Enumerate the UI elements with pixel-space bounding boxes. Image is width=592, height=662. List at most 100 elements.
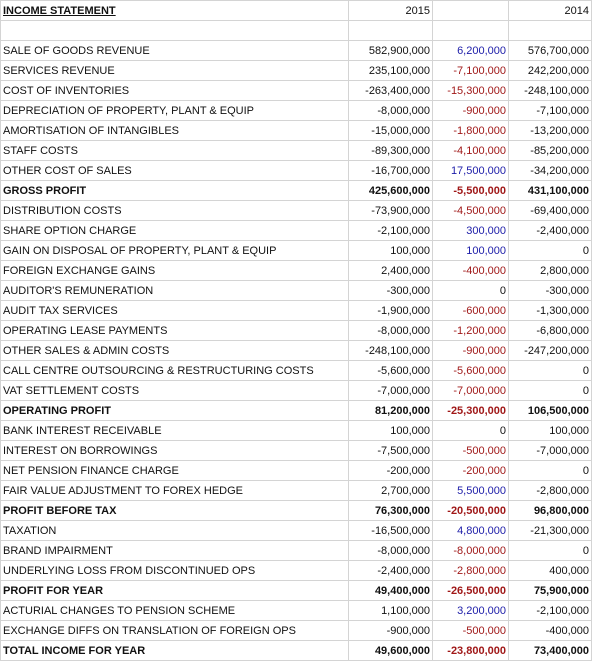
value-2015: 235,100,000 bbox=[348, 60, 433, 81]
statement-row: STAFF COSTS -89,300,000 -4,100,000 -85,200,… bbox=[0, 140, 592, 161]
change-value: -400,000 bbox=[432, 260, 509, 281]
line-item: GAIN ON DISPOSAL OF PROPERTY, PLANT & EQ… bbox=[0, 240, 349, 261]
line-item: FOREIGN EXCHANGE GAINS bbox=[0, 260, 349, 281]
line-item: AMORTISATION OF INTANGIBLES bbox=[0, 120, 349, 141]
value-2014: -7,000,000 bbox=[508, 440, 592, 461]
statement-row: AUDIT TAX SERVICES -1,900,000 -600,000 -1,3… bbox=[0, 300, 592, 321]
line-item: OPERATING LEASE PAYMENTS bbox=[0, 320, 349, 341]
statement-row: BANK INTEREST RECEIVABLE 100,000 0 100,000 bbox=[0, 420, 592, 441]
change-value: -5,500,000 bbox=[432, 180, 509, 201]
change-value: 6,200,000 bbox=[432, 40, 509, 61]
value-2014: 96,800,000 bbox=[508, 500, 592, 521]
value-2014: -85,200,000 bbox=[508, 140, 592, 161]
statement-row: OPERATING PROFIT 81,200,000 -25,300,000 106… bbox=[0, 400, 592, 421]
statement-row: UNDERLYING LOSS FROM DISCONTINUED OPS -2,… bbox=[0, 560, 592, 581]
value-2014: -400,000 bbox=[508, 620, 592, 641]
value-2015: -2,100,000 bbox=[348, 220, 433, 241]
value-2015: -248,100,000 bbox=[348, 340, 433, 361]
value-2015: -2,400,000 bbox=[348, 560, 433, 581]
value-2015: -300,000 bbox=[348, 280, 433, 301]
statement-row: VAT SETTLEMENT COSTS -7,000,000 -7,000,000… bbox=[0, 380, 592, 401]
line-item: GROSS PROFIT bbox=[0, 180, 349, 201]
statement-row: DISTRIBUTION COSTS -73,900,000 -4,500,000-… bbox=[0, 200, 592, 221]
line-item: CALL CENTRE OUTSOURCING & RESTRUCTURING … bbox=[0, 360, 349, 381]
value-2014: -2,100,000 bbox=[508, 600, 592, 621]
change-value: 3,200,000 bbox=[432, 600, 509, 621]
value-2014: -7,100,000 bbox=[508, 100, 592, 121]
line-item: STAFF COSTS bbox=[0, 140, 349, 161]
value-2014: 576,700,000 bbox=[508, 40, 592, 61]
value-2014: 75,900,000 bbox=[508, 580, 592, 601]
value-2015: -8,000,000 bbox=[348, 100, 433, 121]
statement-row: FAIR VALUE ADJUSTMENT TO FOREX HEDGE 2,70… bbox=[0, 480, 592, 501]
value-2015: 49,600,000 bbox=[348, 640, 433, 661]
value-2014: 0 bbox=[508, 380, 592, 401]
statement-row: EXCHANGE DIFFS ON TRANSLATION OF FOREIGN… bbox=[0, 620, 592, 641]
value-2015: 81,200,000 bbox=[348, 400, 433, 421]
statement-row: AMORTISATION OF INTANGIBLES -15,000,000 -1… bbox=[0, 120, 592, 141]
value-2014: 400,000 bbox=[508, 560, 592, 581]
statement-row: COST OF INVENTORIES -263,400,000 -15,300,0… bbox=[0, 80, 592, 101]
year-header: 2015 bbox=[348, 0, 433, 21]
line-item: SERVICES REVENUE bbox=[0, 60, 349, 81]
value-2015: -15,000,000 bbox=[348, 120, 433, 141]
statement-row: GAIN ON DISPOSAL OF PROPERTY, PLANT & EQ… bbox=[0, 240, 592, 261]
change-value: -900,000 bbox=[432, 340, 509, 361]
value-2014: -6,800,000 bbox=[508, 320, 592, 341]
change-value: -1,800,000 bbox=[432, 120, 509, 141]
value-2015: 425,600,000 bbox=[348, 180, 433, 201]
value-2015: 100,000 bbox=[348, 420, 433, 441]
sheet-title: INCOME STATEMENT bbox=[0, 0, 349, 21]
value-2015: 76,300,000 bbox=[348, 500, 433, 521]
value-2014: -2,800,000 bbox=[508, 480, 592, 501]
value-2015: -7,500,000 bbox=[348, 440, 433, 461]
line-item: OTHER COST OF SALES bbox=[0, 160, 349, 181]
line-item: OTHER SALES & ADMIN COSTS bbox=[0, 340, 349, 361]
value-2015: -7,000,000 bbox=[348, 380, 433, 401]
change-value: 100,000 bbox=[432, 240, 509, 261]
value-2014: 431,100,000 bbox=[508, 180, 592, 201]
change-value: 0 bbox=[432, 280, 509, 301]
statement-row: SHARE OPTION CHARGE -2,100,000 300,000 -2,4… bbox=[0, 220, 592, 241]
line-item: BANK INTEREST RECEIVABLE bbox=[0, 420, 349, 441]
value-2015: 582,900,000 bbox=[348, 40, 433, 61]
change-value: -4,500,000 bbox=[432, 200, 509, 221]
change-value: 5,500,000 bbox=[432, 480, 509, 501]
value-2015: -200,000 bbox=[348, 460, 433, 481]
change-value: -20,500,000 bbox=[432, 500, 509, 521]
value-2014: -69,400,000 bbox=[508, 200, 592, 221]
value-2015: -900,000 bbox=[348, 620, 433, 641]
value-2014: -248,100,000 bbox=[508, 80, 592, 101]
value-2015: -1,900,000 bbox=[348, 300, 433, 321]
value-2014: 106,500,000 bbox=[508, 400, 592, 421]
value-2014: 0 bbox=[508, 540, 592, 561]
statement-row: NET PENSION FINANCE CHARGE -200,000 -200,0… bbox=[0, 460, 592, 481]
statement-row: FOREIGN EXCHANGE GAINS 2,400,000 -400,000 2… bbox=[0, 260, 592, 281]
blank-row bbox=[0, 20, 592, 41]
statement-row: AUDITOR'S REMUNERATION -300,000 0 -300,000 bbox=[0, 280, 592, 301]
change-value: -900,000 bbox=[432, 100, 509, 121]
value-2015: -89,300,000 bbox=[348, 140, 433, 161]
empty-cell bbox=[432, 0, 509, 21]
change-value: -1,200,000 bbox=[432, 320, 509, 341]
value-2014: -13,200,000 bbox=[508, 120, 592, 141]
line-item: DISTRIBUTION COSTS bbox=[0, 200, 349, 221]
value-2014: -300,000 bbox=[508, 280, 592, 301]
statement-row: BRAND IMPAIRMENT -8,000,000 -8,000,000 0 bbox=[0, 540, 592, 561]
line-item: DEPRECIATION OF PROPERTY, PLANT & EQUIP bbox=[0, 100, 349, 121]
line-item: VAT SETTLEMENT COSTS bbox=[0, 380, 349, 401]
change-value: 4,800,000 bbox=[432, 520, 509, 541]
line-item: ACTURIAL CHANGES TO PENSION SCHEME bbox=[0, 600, 349, 621]
change-value: -8,000,000 bbox=[432, 540, 509, 561]
change-value: -5,600,000 bbox=[432, 360, 509, 381]
line-item: OPERATING PROFIT bbox=[0, 400, 349, 421]
change-value: -4,100,000 bbox=[432, 140, 509, 161]
statement-row: TAXATION -16,500,000 4,800,000 -21,300,000 bbox=[0, 520, 592, 541]
line-item: UNDERLYING LOSS FROM DISCONTINUED OPS bbox=[0, 560, 349, 581]
line-item: TOTAL INCOME FOR YEAR bbox=[0, 640, 349, 661]
line-item: EXCHANGE DIFFS ON TRANSLATION OF FOREIGN… bbox=[0, 620, 349, 641]
statement-row: INTEREST ON BORROWINGS -7,500,000 -500,000… bbox=[0, 440, 592, 461]
change-value: -23,800,000 bbox=[432, 640, 509, 661]
